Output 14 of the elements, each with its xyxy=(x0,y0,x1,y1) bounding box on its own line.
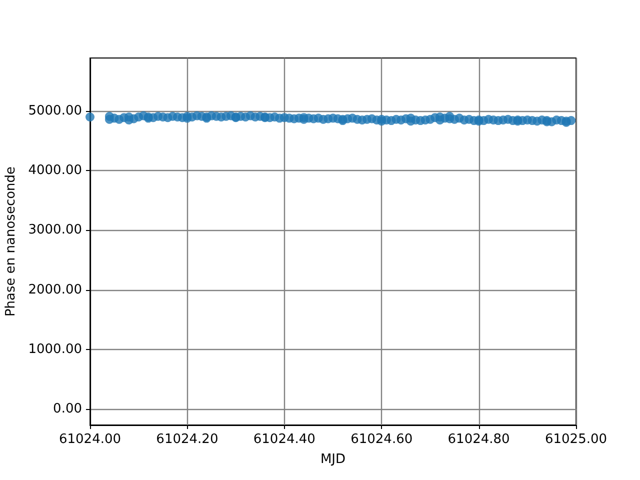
y-tick-label: 1000.00 xyxy=(28,342,82,357)
y-tick-label: 0.00 xyxy=(53,401,82,416)
y-tick-label: 2000.00 xyxy=(28,282,82,298)
y-tick-label: 3000.00 xyxy=(28,222,82,238)
x-axis-title: MJD xyxy=(320,452,346,467)
y-tick-label: 4000.00 xyxy=(28,163,82,178)
y-tick-label: 5000.00 xyxy=(28,104,82,119)
x-tick-label: 61024.40 xyxy=(253,432,316,447)
x-tick-label: 61024.80 xyxy=(448,432,510,447)
x-tick-label: 61024.20 xyxy=(156,432,218,447)
x-tick-label: 61024.60 xyxy=(350,432,413,447)
x-tick-label: 61024.00 xyxy=(58,432,122,447)
y-axis-title: Phase en nanoseconde xyxy=(3,166,18,317)
x-tick-label: 61025.00 xyxy=(544,432,608,447)
